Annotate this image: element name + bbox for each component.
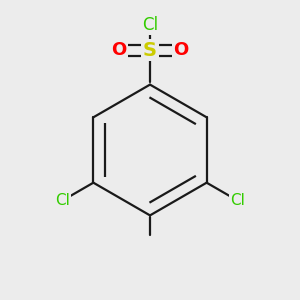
Text: Cl: Cl (142, 16, 158, 34)
Text: Cl: Cl (230, 193, 245, 208)
Text: Cl: Cl (55, 193, 70, 208)
Text: S: S (143, 41, 157, 60)
Text: O: O (174, 41, 189, 59)
Text: O: O (111, 41, 126, 59)
